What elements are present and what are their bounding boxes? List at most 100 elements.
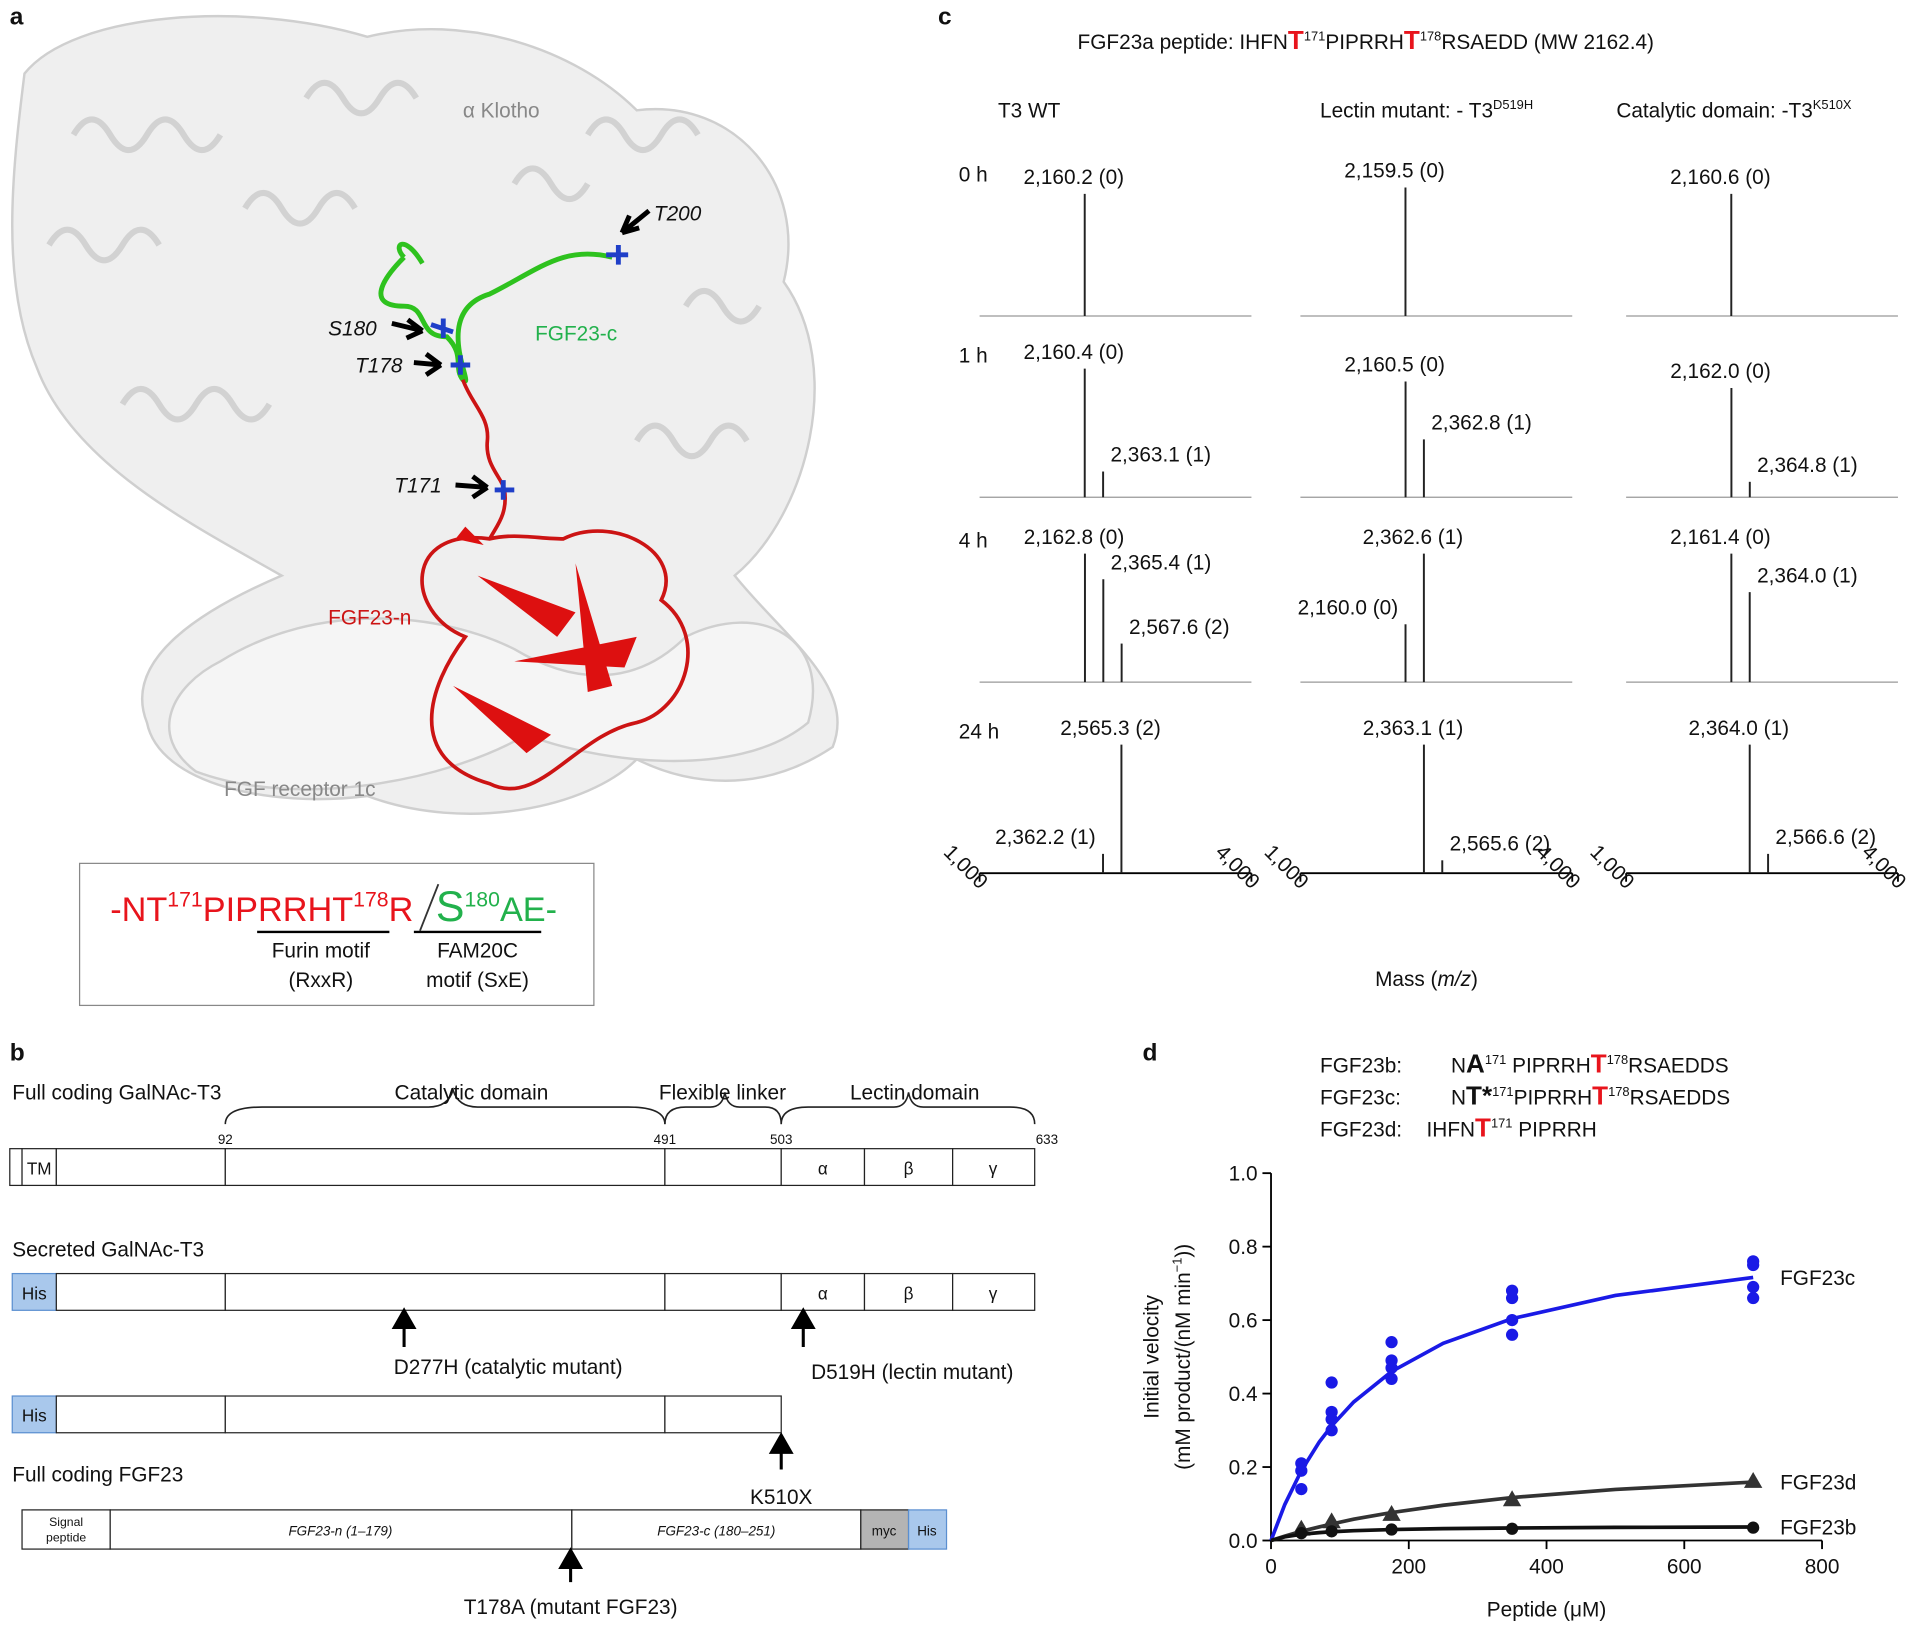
text-run: T* xyxy=(1466,1081,1493,1111)
peptide-name: FGF23c: xyxy=(1320,1087,1401,1110)
peak-label: 2,159.5 (0) xyxy=(1344,160,1445,183)
peak-label: 2,160.0 (0) xyxy=(1298,596,1399,619)
peak-label: 2,567.6 (2) xyxy=(1129,616,1230,639)
data-point xyxy=(1505,1313,1519,1327)
text-run: T xyxy=(1592,1081,1608,1111)
text-run: PIPRRHT xyxy=(203,891,353,929)
y-tick-label: 1.0 xyxy=(1229,1163,1258,1186)
y-tick-label: 0.4 xyxy=(1229,1383,1258,1406)
domain-label: Catalytic domain xyxy=(395,1082,549,1105)
construct-label: Full coding FGF23 xyxy=(12,1464,183,1487)
data-point xyxy=(1385,1336,1398,1349)
cleavage-slash xyxy=(419,883,440,932)
site-label: T171 xyxy=(394,474,441,497)
tm-label: TM xyxy=(27,1158,52,1178)
data-point xyxy=(1295,1527,1308,1540)
text-run: 171 xyxy=(1304,28,1326,43)
motif-sequence: -NT171PIPRRHT178R xyxy=(110,888,413,929)
text-run: RSAEDDS xyxy=(1628,1055,1729,1078)
x-axis-title: Peptide (μM) xyxy=(1487,1598,1606,1621)
data-point xyxy=(1505,1291,1519,1305)
panel-letter: a xyxy=(10,4,24,31)
domain-label: Flexible linker xyxy=(659,1082,786,1105)
tag-label: His xyxy=(22,1283,47,1303)
text-run: Lectin mutant: - T3 xyxy=(1320,100,1493,123)
subdomain-label: α xyxy=(818,1283,828,1303)
data-point xyxy=(1747,1258,1760,1272)
subdomain-label: β xyxy=(904,1158,914,1178)
y-axis-title: (mM product/(nM min−1)) xyxy=(1169,1244,1195,1470)
protein-structure xyxy=(11,15,839,815)
motif-label: motif (SxE) xyxy=(426,969,529,992)
peak-label: 2,162.0 (0) xyxy=(1670,360,1771,383)
subdomain-label: γ xyxy=(989,1283,998,1303)
fgf23c-label: FGF23-c xyxy=(535,323,617,346)
mutant-label: D277H (catalytic mutant) xyxy=(394,1356,623,1379)
text-run: Catalytic domain: -T3 xyxy=(1616,100,1812,123)
data-point xyxy=(1385,1523,1398,1536)
construct-label: Secreted GalNAc-T3 xyxy=(12,1238,204,1261)
site-label: T200 xyxy=(654,203,702,226)
text-run: Initial velocity xyxy=(1140,1294,1163,1418)
y-tick-label: 0.0 xyxy=(1229,1530,1258,1553)
tag-label: myc xyxy=(872,1524,897,1539)
data-point xyxy=(1325,1376,1338,1389)
signal-label: Signal xyxy=(49,1515,83,1529)
x-tick-label: 0 xyxy=(1265,1556,1277,1579)
data-point xyxy=(1325,1424,1338,1437)
peak-label: 2,162.8 (0) xyxy=(1024,526,1125,549)
text-run: -NT xyxy=(110,891,167,929)
klotho-label: α Klotho xyxy=(463,100,540,123)
x-tick-label: 800 xyxy=(1805,1556,1840,1579)
text-run: 178 xyxy=(353,888,388,912)
text-run: R xyxy=(389,891,414,929)
peptide-sequence: NA171 PIPRRHT178RSAEDDS xyxy=(1451,1049,1729,1079)
peak-label: 2,362.8 (1) xyxy=(1431,412,1532,435)
text-run: S xyxy=(436,883,465,931)
text-run: m/z xyxy=(1438,968,1472,991)
peak-label: 2,364.0 (1) xyxy=(1688,717,1789,740)
text-run: PIPRRH xyxy=(1512,1118,1596,1141)
text-run: 171 xyxy=(1491,1116,1513,1131)
site-label: T178 xyxy=(355,354,403,377)
text-run: T xyxy=(1591,1049,1607,1079)
peak-label: 2,566.6 (2) xyxy=(1775,826,1876,849)
peak-label: 2,363.1 (1) xyxy=(1363,717,1464,740)
peak-label: 2,161.4 (0) xyxy=(1670,526,1771,549)
text-run: N xyxy=(1451,1055,1466,1078)
panel-letter: d xyxy=(1142,1040,1157,1067)
peak-label: 2,160.4 (0) xyxy=(1024,341,1125,364)
position-label: 491 xyxy=(654,1132,676,1147)
tag-label: His xyxy=(917,1524,937,1539)
data-point xyxy=(1502,1490,1522,1507)
motif-label: Furin motif xyxy=(272,940,370,963)
text-run: T xyxy=(1404,25,1420,55)
construct-label: Full coding GalNAc-T3 xyxy=(12,1082,221,1105)
mutant-label: K510X xyxy=(750,1486,813,1509)
data-point xyxy=(1747,1280,1760,1294)
y-tick-label: 0.2 xyxy=(1229,1456,1258,1479)
text-run: −1 xyxy=(1169,1258,1184,1273)
text-run: 171 xyxy=(1485,1052,1507,1067)
data-point xyxy=(1505,1522,1519,1535)
data-point xyxy=(1385,1361,1398,1374)
data-point xyxy=(1505,1328,1519,1341)
text-run: T xyxy=(1475,1112,1491,1142)
motif-box xyxy=(78,862,595,1007)
data-point xyxy=(1747,1521,1760,1534)
domain-diagram xyxy=(9,1087,1036,1583)
text-run: )) xyxy=(1172,1244,1195,1258)
peak-label: 2,364.8 (1) xyxy=(1757,454,1858,477)
peak-label: 2,160.5 (0) xyxy=(1344,354,1445,377)
text-run: D519H xyxy=(1493,97,1533,112)
series-label: FGF23c xyxy=(1780,1267,1855,1290)
receptor-label: FGF receptor 1c xyxy=(224,778,375,801)
y-tick-label: 0.6 xyxy=(1229,1309,1258,1332)
text-run: Mass ( xyxy=(1375,968,1437,991)
mutant-label: T178A (mutant FGF23) xyxy=(464,1596,678,1619)
time-label: 4 h xyxy=(959,529,988,552)
text-run: RSAEDD (MW 2162.4) xyxy=(1441,31,1654,54)
time-label: 24 h xyxy=(959,720,999,743)
